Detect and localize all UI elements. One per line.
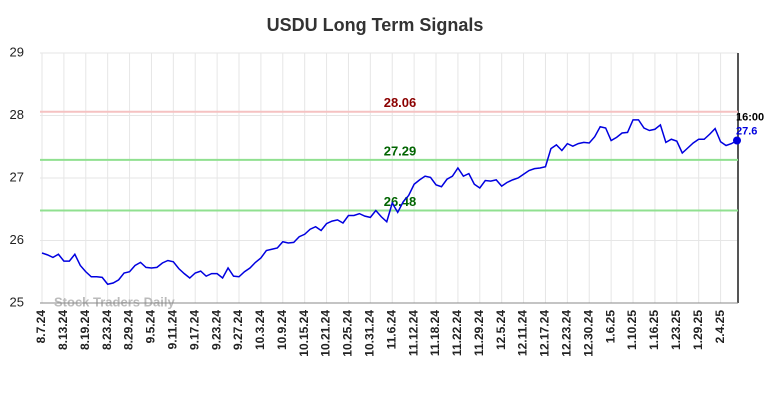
x-tick-label: 1.10.25 xyxy=(625,310,639,350)
x-tick-label: 1.29.25 xyxy=(691,310,705,350)
x-tick-label: 1.6.25 xyxy=(603,310,617,344)
x-tick-label: 10.9.24 xyxy=(275,310,289,350)
x-tick-label: 8.13.24 xyxy=(56,310,70,350)
last-value: 27.6 xyxy=(736,125,757,137)
last-time: 16:00 xyxy=(736,111,764,123)
y-tick-label: 25 xyxy=(10,294,24,309)
x-tick-label: 8.19.24 xyxy=(78,310,92,350)
level-label: 27.29 xyxy=(384,143,417,158)
x-tick-label: 9.5.24 xyxy=(144,310,158,344)
x-tick-label: 9.23.24 xyxy=(209,310,223,350)
level-label: 28.06 xyxy=(384,95,417,110)
y-tick-label: 29 xyxy=(10,44,24,59)
x-tick-label: 8.23.24 xyxy=(100,310,114,350)
y-tick-label: 27 xyxy=(10,169,24,184)
price-line xyxy=(41,119,738,286)
x-tick-label: 8.29.24 xyxy=(122,310,136,350)
x-tick-label: 11.29.24 xyxy=(472,310,486,356)
x-tick-label: 11.22.24 xyxy=(450,310,464,356)
x-tick-label: 11.18.24 xyxy=(428,310,442,356)
x-tick-label: 12.5.24 xyxy=(494,310,508,350)
x-tick-label: 10.21.24 xyxy=(319,310,333,357)
x-tick-label: 10.31.24 xyxy=(363,310,377,357)
x-tick-label: 1.23.25 xyxy=(669,310,683,350)
x-tick-label: 12.11.24 xyxy=(516,310,530,356)
x-tick-label: 9.17.24 xyxy=(187,310,201,350)
x-tick-label: 12.30.24 xyxy=(581,310,595,357)
x-tick-label: 10.3.24 xyxy=(253,310,267,350)
x-tick-label: 12.17.24 xyxy=(538,310,552,357)
y-tick-label: 28 xyxy=(10,107,24,122)
x-tick-label: 9.27.24 xyxy=(231,310,245,350)
y-tick-label: 26 xyxy=(10,232,24,247)
watermark: Stock Traders Daily xyxy=(54,294,175,309)
x-tick-label: 10.25.24 xyxy=(341,310,355,357)
chart-title: USDU Long Term Signals xyxy=(267,15,484,35)
x-tick-label: 2.4.25 xyxy=(713,310,727,344)
x-tick-label: 11.12.24 xyxy=(406,310,420,356)
x-tick-label: 12.23.24 xyxy=(560,310,574,357)
x-tick-label: 10.15.24 xyxy=(297,310,311,357)
x-tick-label: 9.11.24 xyxy=(166,310,180,350)
last-point xyxy=(733,136,741,145)
x-tick-label: 11.6.24 xyxy=(384,310,398,350)
x-tick-label: 1.16.25 xyxy=(647,310,661,350)
x-tick-label: 8.7.24 xyxy=(34,310,48,344)
